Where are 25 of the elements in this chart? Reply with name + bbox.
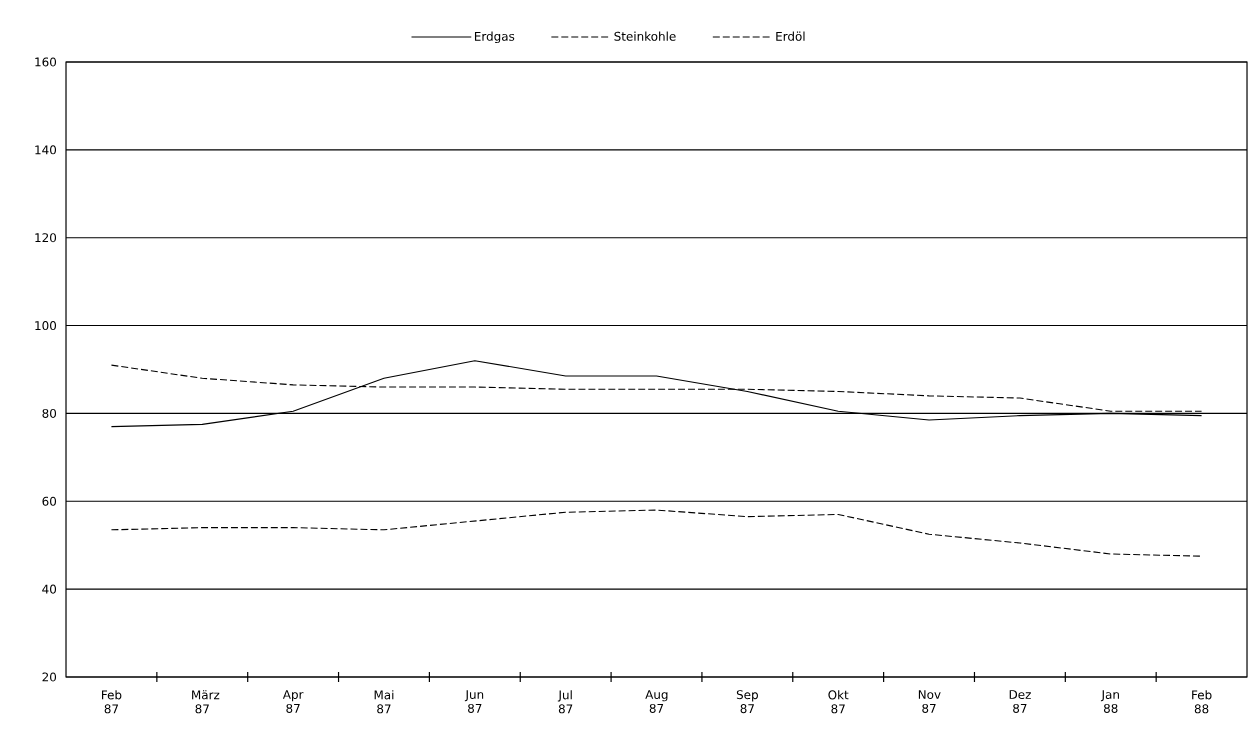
y-tick-label: 100 [35,321,57,331]
x-tick-label: Jul 87 [557,690,573,714]
legend-label: Erdgas [474,31,515,44]
x-tick-label: Dez 87 [1009,690,1031,713]
x-tick-label: Jan 88 [1100,690,1119,713]
y-tick-label: 60 [42,496,57,506]
legend-label: Steinkohle [614,31,676,41]
x-tick-label: Mai 87 [374,690,394,714]
x-tick-label: März 87 [192,690,220,714]
y-tick-label: 40 [42,584,57,594]
x-tick-label: Feb 88 [1192,690,1212,714]
x-tick-label: Feb 87 [102,690,122,714]
y-tick-label: 140 [35,145,57,155]
x-tick-label: Sep 87 [736,690,758,714]
x-tick-label: Okt 87 [828,690,849,714]
x-tick-label: Apr 87 [282,690,304,713]
y-tick-label: 120 [35,233,57,243]
y-tick-label: 20 [42,672,57,682]
line-series [110,360,1203,428]
x-tick-label: Nov 87 [918,690,941,713]
x-tick-label: Jun 87 [464,690,484,713]
x-tick-label: Aug 87 [645,690,668,713]
y-tick-label: 80 [42,408,57,418]
legend-label: Erdöl [776,31,805,41]
y-tick-label: 160 [35,57,57,67]
